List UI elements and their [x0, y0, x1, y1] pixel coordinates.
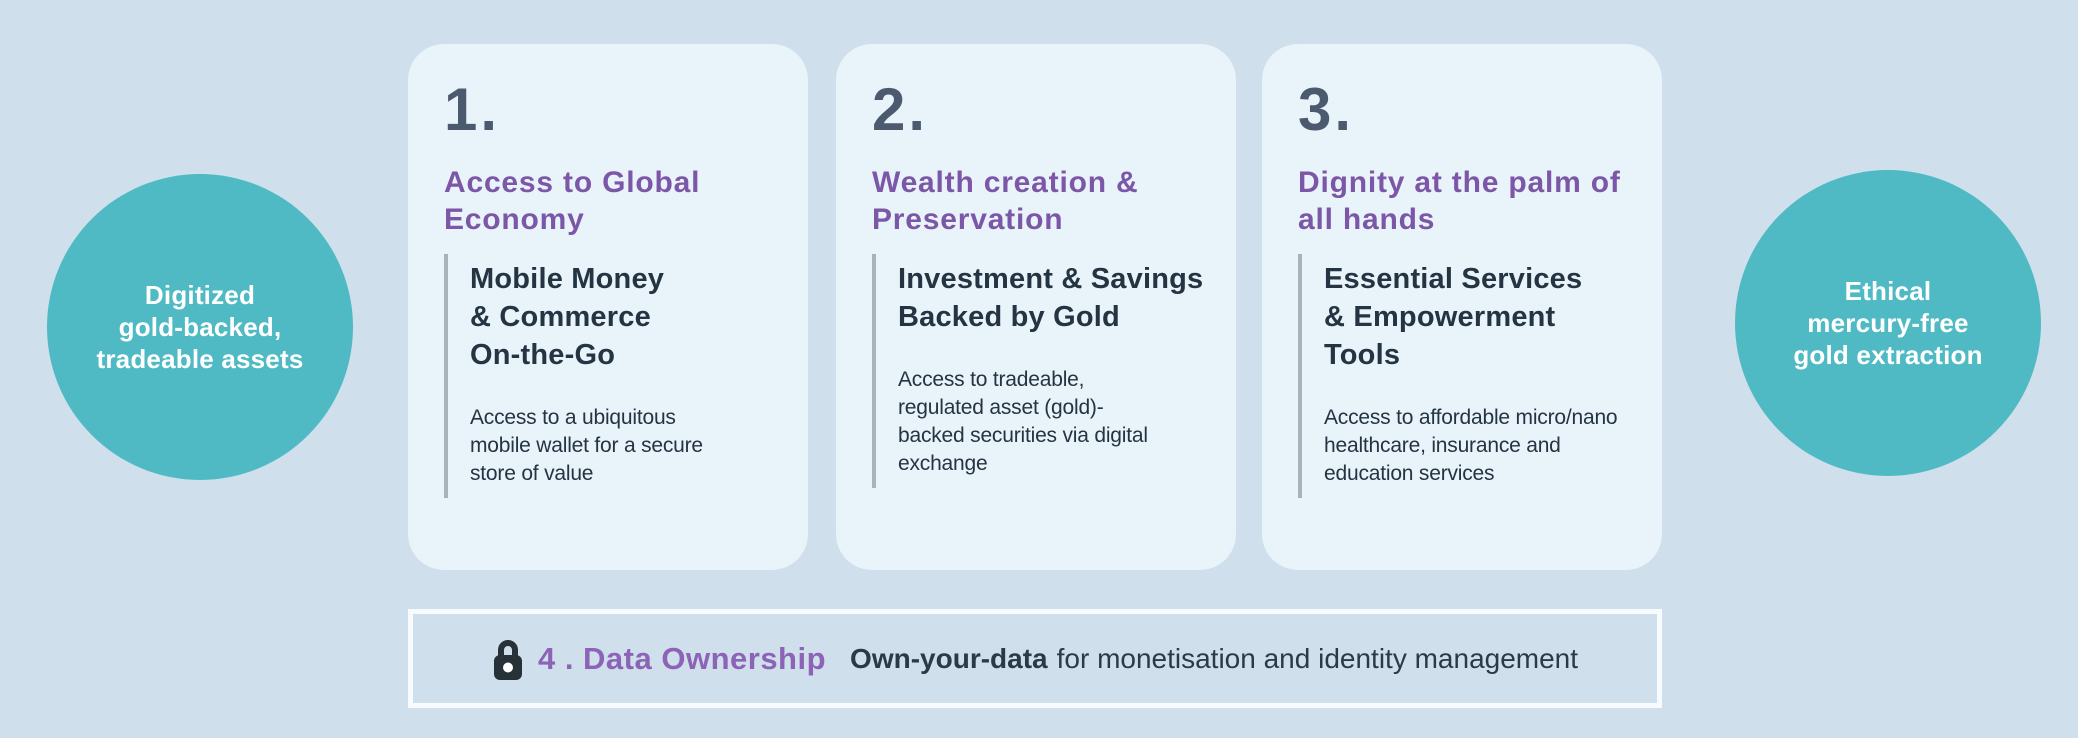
card-subtitle: Mobile Money & Commerce On-the-Go: [470, 263, 665, 371]
data-ownership-banner: 4 . Data Ownership Own-your-data for mone…: [408, 609, 1662, 708]
card-description: Access to tradeable, regulated asset (go…: [898, 368, 1148, 475]
card-content-section: Essential Services & Empowerment Tools A…: [1298, 254, 1636, 498]
own-your-data-label: Own-your-data: [850, 642, 1048, 674]
data-ownership-heading: 4 . Data Ownership: [537, 640, 827, 676]
card-number: 3.: [1298, 76, 1355, 143]
lock-icon: [493, 639, 522, 680]
card-title: Access to Global Economy: [444, 166, 701, 236]
card-dignity: 3. Dignity at the palm of all hands Esse…: [1262, 44, 1662, 570]
card-title: Wealth creation & Preservation: [872, 166, 1139, 236]
data-ownership-description: for monetisation and identity management: [1056, 642, 1579, 674]
card-subtitle: Investment & Savings Backed by Gold: [898, 263, 1204, 333]
ethical-extraction-label: Ethical mercury-free gold extraction: [1793, 276, 1983, 370]
card-title: Dignity at the palm of all hands: [1298, 166, 1621, 236]
card-access-global-economy: 1. Access to Global Economy Mobile Money…: [408, 44, 808, 570]
card-description: Access to a ubiquitous mobile wallet for…: [470, 406, 703, 485]
digitized-assets-label: Digitized gold-backed, tradeable assets: [96, 280, 304, 374]
card-subtitle: Essential Services & Empowerment Tools: [1324, 263, 1583, 371]
ethical-extraction-circle: Ethical mercury-free gold extraction: [1735, 170, 2041, 476]
card-number: 1.: [444, 76, 501, 143]
card-description: Access to affordable micro/nano healthca…: [1324, 406, 1618, 485]
card-number: 2.: [872, 76, 929, 143]
card-content-section: Investment & Savings Backed by Gold Acce…: [872, 254, 1210, 488]
digitized-assets-circle: Digitized gold-backed, tradeable assets: [47, 174, 353, 480]
data-ownership-text: Own-your-data for monetisation and identi…: [850, 643, 1578, 675]
card-content-section: Mobile Money & Commerce On-the-Go Access…: [444, 254, 782, 498]
card-wealth-creation: 2. Wealth creation & Preservation Invest…: [836, 44, 1236, 570]
